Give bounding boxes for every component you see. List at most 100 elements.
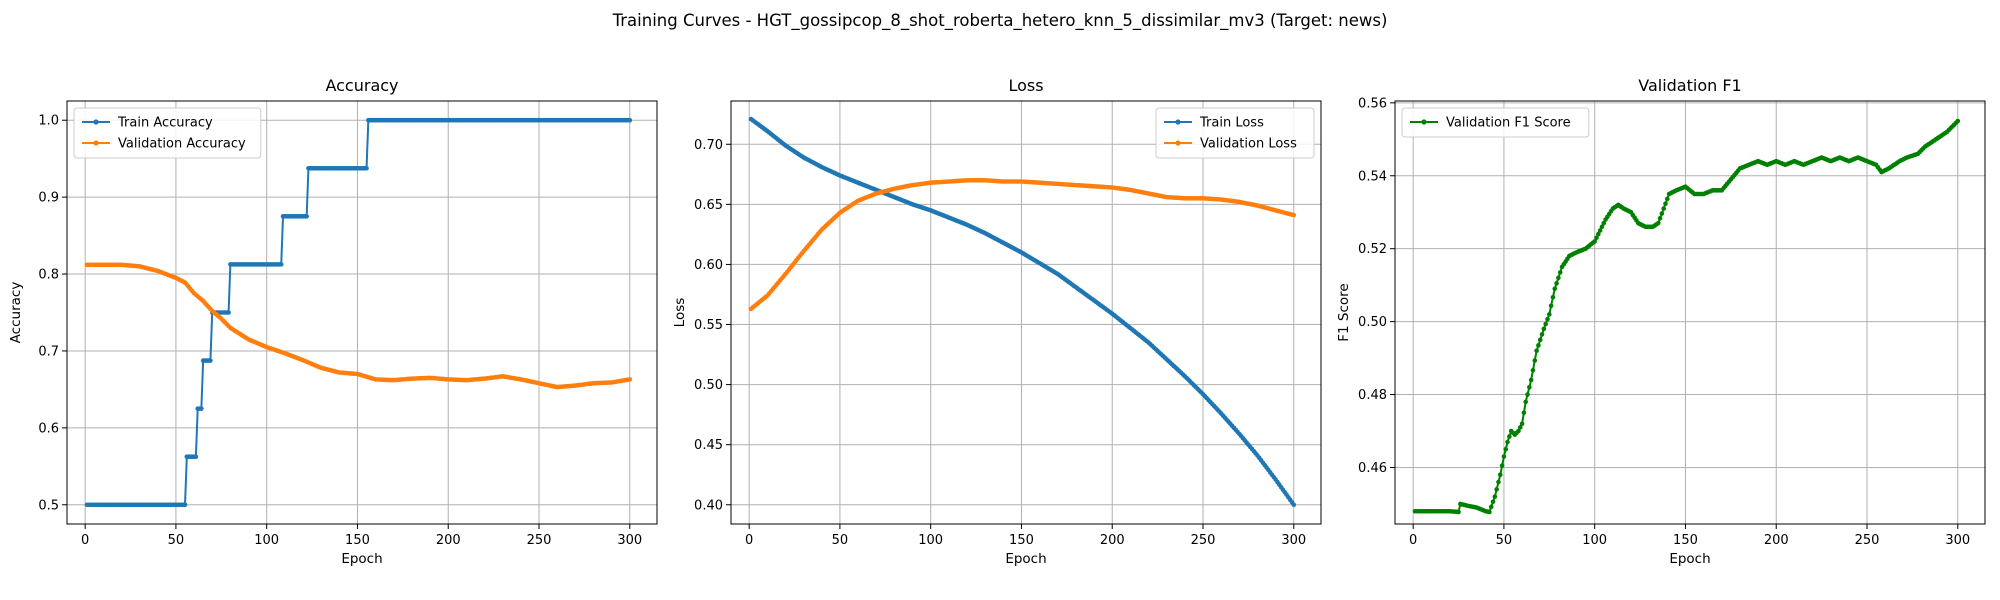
data-point — [1501, 454, 1507, 459]
x-axis-label: Epoch — [341, 551, 382, 567]
y-tick-label: 0.52 — [1358, 242, 1387, 257]
chart-title: Accuracy — [325, 76, 398, 95]
x-tick-label: 0 — [745, 533, 753, 548]
chart-title: Validation F1 — [1638, 76, 1741, 95]
data-point — [1536, 343, 1541, 348]
x-tick-label: 150 — [1673, 533, 1698, 548]
data-point — [1523, 399, 1529, 405]
legend: Validation F1 Score — [1401, 107, 1590, 138]
data-point — [1507, 434, 1512, 439]
y-tick-label: 1.0 — [38, 114, 59, 129]
series-line-1 — [750, 118, 1295, 506]
legend-marker — [1421, 119, 1427, 125]
y-tick-label: 0.65 — [694, 198, 723, 213]
y-tick-label: 0.54 — [1358, 169, 1387, 184]
legend: Train Loss Validation Loss — [1155, 107, 1315, 159]
y-tick-label: 0.50 — [1358, 315, 1387, 330]
data-point — [1550, 295, 1556, 300]
x-tick-label: 250 — [527, 533, 552, 548]
data-point — [278, 262, 284, 267]
data-point — [1456, 509, 1461, 515]
x-tick-label: 250 — [1191, 533, 1216, 548]
data-point — [1505, 439, 1510, 445]
data-point — [1530, 367, 1536, 373]
legend-label: Train Loss — [1199, 116, 1264, 131]
series-markers-2 — [84, 262, 633, 390]
data-point — [1596, 231, 1601, 237]
legend: Train Accuracy Validation Accuracy — [73, 107, 262, 159]
y-tick-label: 0.6 — [38, 421, 59, 436]
data-point — [1599, 224, 1605, 230]
data-point — [1592, 239, 1597, 244]
series-line-1 — [1414, 120, 1959, 514]
legend-label: Validation Loss — [1200, 137, 1297, 152]
x-axis-label: Epoch — [1005, 551, 1046, 567]
data-point — [1496, 479, 1501, 485]
data-point — [199, 406, 204, 411]
axes-frame — [66, 100, 658, 525]
x-tick-label: 0 — [1409, 533, 1417, 548]
x-axis-label: Epoch — [1669, 551, 1710, 567]
data-point — [1543, 321, 1548, 327]
data-point — [1539, 332, 1545, 337]
legend-label: Train Accuracy — [117, 116, 213, 131]
data-point — [1528, 377, 1534, 383]
data-point — [1503, 446, 1509, 452]
data-point — [1597, 228, 1603, 233]
y-tick-label: 0.70 — [694, 138, 723, 153]
y-tick-label: 0.56 — [1358, 96, 1387, 111]
y-tick-label: 0.46 — [1358, 461, 1387, 476]
panel-3: 0 50 100 150 200 250 300 0.46 0.48 0.50 0.52 0.54 0.… — [1336, 76, 1986, 567]
data-point — [1556, 275, 1561, 281]
data-point — [1655, 220, 1661, 226]
axes-frame — [1394, 100, 1986, 525]
series-markers-1 — [1412, 118, 1961, 515]
data-point — [364, 166, 369, 171]
y-tick-label: 0.48 — [1358, 388, 1387, 403]
data-point — [1525, 392, 1530, 397]
data-point — [304, 214, 309, 219]
data-point — [1601, 220, 1607, 226]
data-point — [1548, 303, 1554, 309]
x-tick-label: 300 — [1281, 533, 1306, 548]
data-point — [1291, 212, 1297, 218]
data-point — [1488, 504, 1494, 510]
x-tick-label: 0 — [81, 533, 89, 548]
x-tick-label: 200 — [1764, 533, 1789, 548]
x-tick-label: 200 — [436, 533, 461, 548]
series-line-1 — [86, 119, 630, 506]
data-point — [208, 358, 213, 363]
x-tick-label: 150 — [1009, 533, 1034, 548]
panel-2: 0 50 100 150 200 250 300 0.40 0.45 0.50 0.55 0.60 0.… — [672, 76, 1322, 567]
legend-marker — [93, 119, 99, 125]
legend-box — [73, 107, 262, 159]
data-point — [1545, 316, 1550, 322]
data-point — [1663, 201, 1668, 207]
legend-label: Validation Accuracy — [118, 137, 246, 152]
x-tick-label: 250 — [1855, 533, 1880, 548]
data-point — [1291, 502, 1297, 508]
x-tick-label: 150 — [345, 533, 370, 548]
legend-label: Validation F1 Score — [1446, 116, 1571, 131]
x-tick-label: 50 — [1496, 533, 1513, 548]
y-tick-label: 0.7 — [38, 344, 59, 359]
y-tick-label: 0.5 — [38, 498, 59, 513]
data-point — [1527, 384, 1532, 390]
x-tick-label: 300 — [1945, 533, 1970, 548]
series-markers-2 — [748, 178, 1297, 312]
data-point — [193, 454, 199, 460]
panel-1: 0 50 100 150 200 250 300 0.5 0.6 0.7 0.8 0.9 1.0 Accu… — [8, 76, 658, 567]
x-tick-label: 100 — [254, 533, 279, 548]
series-markers-1 — [748, 116, 1297, 508]
series-line-2 — [86, 263, 630, 389]
x-tick-label: 100 — [1582, 533, 1607, 548]
x-tick-label: 100 — [918, 533, 943, 548]
data-point — [1497, 472, 1503, 478]
chart-title: Loss — [1008, 76, 1043, 95]
data-point — [627, 117, 633, 123]
data-point — [1541, 326, 1547, 332]
data-point — [1499, 463, 1505, 468]
data-point — [1659, 211, 1665, 216]
y-axis-label: F1 Score — [1336, 283, 1352, 341]
